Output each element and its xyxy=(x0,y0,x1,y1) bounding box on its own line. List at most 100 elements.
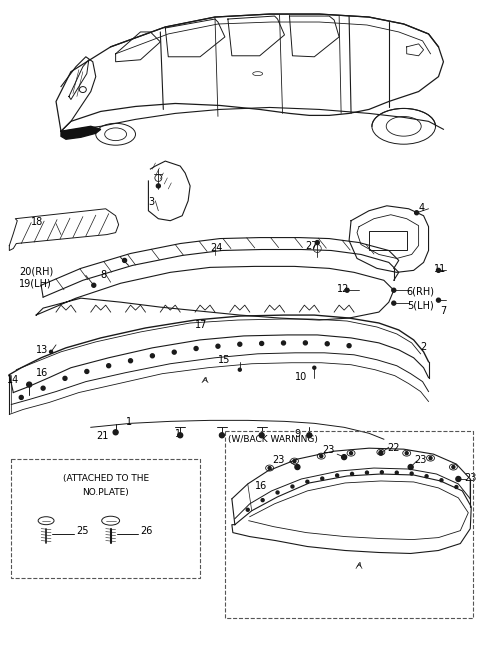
Circle shape xyxy=(276,491,279,494)
Text: 7: 7 xyxy=(441,306,447,316)
Circle shape xyxy=(380,471,384,474)
Text: 10: 10 xyxy=(295,372,308,382)
Circle shape xyxy=(349,452,352,455)
Circle shape xyxy=(150,354,155,358)
Circle shape xyxy=(307,433,312,437)
Text: 19(LH): 19(LH) xyxy=(19,278,52,288)
Circle shape xyxy=(238,342,242,346)
Text: 1: 1 xyxy=(175,429,181,439)
Text: 26: 26 xyxy=(141,526,153,535)
Circle shape xyxy=(436,269,441,273)
Circle shape xyxy=(246,508,249,511)
Circle shape xyxy=(293,459,296,463)
Text: NO.PLATE): NO.PLATE) xyxy=(82,488,129,497)
Text: 16: 16 xyxy=(36,368,48,378)
Text: 3: 3 xyxy=(148,197,155,207)
Text: (ATTACHED TO THE: (ATTACHED TO THE xyxy=(62,474,149,483)
Text: 21: 21 xyxy=(96,432,108,441)
Circle shape xyxy=(321,477,324,480)
Circle shape xyxy=(219,433,225,437)
Circle shape xyxy=(41,386,45,390)
Circle shape xyxy=(261,498,264,502)
Circle shape xyxy=(415,211,419,215)
Circle shape xyxy=(194,347,198,350)
Circle shape xyxy=(456,476,461,482)
Circle shape xyxy=(291,485,294,488)
Circle shape xyxy=(342,455,347,459)
Circle shape xyxy=(156,184,160,188)
Circle shape xyxy=(315,241,319,245)
Circle shape xyxy=(107,363,111,368)
Circle shape xyxy=(268,467,271,469)
Text: 23: 23 xyxy=(464,473,477,483)
Circle shape xyxy=(238,368,241,371)
Circle shape xyxy=(379,451,383,455)
Bar xyxy=(369,230,407,251)
Circle shape xyxy=(129,359,132,363)
Circle shape xyxy=(440,479,443,482)
Circle shape xyxy=(282,341,286,345)
Circle shape xyxy=(49,350,52,353)
Circle shape xyxy=(365,471,369,474)
Circle shape xyxy=(260,341,264,345)
Circle shape xyxy=(259,433,264,437)
Circle shape xyxy=(336,474,339,477)
Circle shape xyxy=(425,474,428,478)
Circle shape xyxy=(27,382,32,387)
Text: 13: 13 xyxy=(36,345,48,355)
Circle shape xyxy=(295,465,300,469)
Circle shape xyxy=(392,301,396,305)
Text: 1: 1 xyxy=(126,417,132,428)
Text: 23: 23 xyxy=(415,455,427,465)
Text: 5(LH): 5(LH) xyxy=(407,300,433,310)
Circle shape xyxy=(350,472,354,475)
Circle shape xyxy=(63,376,67,380)
Circle shape xyxy=(216,344,220,349)
Text: 6(RH): 6(RH) xyxy=(407,286,435,296)
Text: 25: 25 xyxy=(76,526,88,535)
Circle shape xyxy=(19,395,23,399)
Circle shape xyxy=(436,298,441,302)
Circle shape xyxy=(405,452,408,455)
Text: 23: 23 xyxy=(273,455,285,465)
Text: 2: 2 xyxy=(420,342,427,352)
Text: (W/BACK WARNING): (W/BACK WARNING) xyxy=(228,435,318,445)
Bar xyxy=(12,459,200,578)
Text: 9: 9 xyxy=(294,429,300,439)
Bar xyxy=(225,432,473,618)
Circle shape xyxy=(345,288,349,292)
Circle shape xyxy=(303,341,307,345)
Text: 8: 8 xyxy=(101,271,107,280)
Circle shape xyxy=(395,471,398,474)
Text: 15: 15 xyxy=(218,355,230,365)
Circle shape xyxy=(392,288,396,292)
Circle shape xyxy=(408,465,413,469)
Circle shape xyxy=(429,457,432,459)
Circle shape xyxy=(320,455,323,458)
Circle shape xyxy=(455,485,458,489)
Text: 11: 11 xyxy=(433,264,446,275)
Text: 23: 23 xyxy=(322,445,335,455)
Text: 22: 22 xyxy=(387,443,399,453)
Text: A: A xyxy=(203,376,207,383)
Circle shape xyxy=(379,450,383,454)
Circle shape xyxy=(172,350,176,354)
Circle shape xyxy=(122,258,127,262)
Circle shape xyxy=(325,342,329,346)
Text: 20(RH): 20(RH) xyxy=(19,266,53,276)
Text: 16: 16 xyxy=(255,481,267,491)
Circle shape xyxy=(178,433,183,437)
Text: 14: 14 xyxy=(7,374,20,385)
Circle shape xyxy=(92,283,96,288)
Text: 24: 24 xyxy=(210,243,222,252)
Text: 17: 17 xyxy=(195,320,207,330)
Text: A: A xyxy=(357,563,361,569)
Polygon shape xyxy=(61,127,101,140)
Circle shape xyxy=(347,344,351,348)
Circle shape xyxy=(306,480,309,484)
Circle shape xyxy=(452,465,455,469)
Text: 4: 4 xyxy=(419,202,425,213)
Circle shape xyxy=(85,369,89,373)
Text: 18: 18 xyxy=(31,217,44,227)
Circle shape xyxy=(410,472,413,475)
